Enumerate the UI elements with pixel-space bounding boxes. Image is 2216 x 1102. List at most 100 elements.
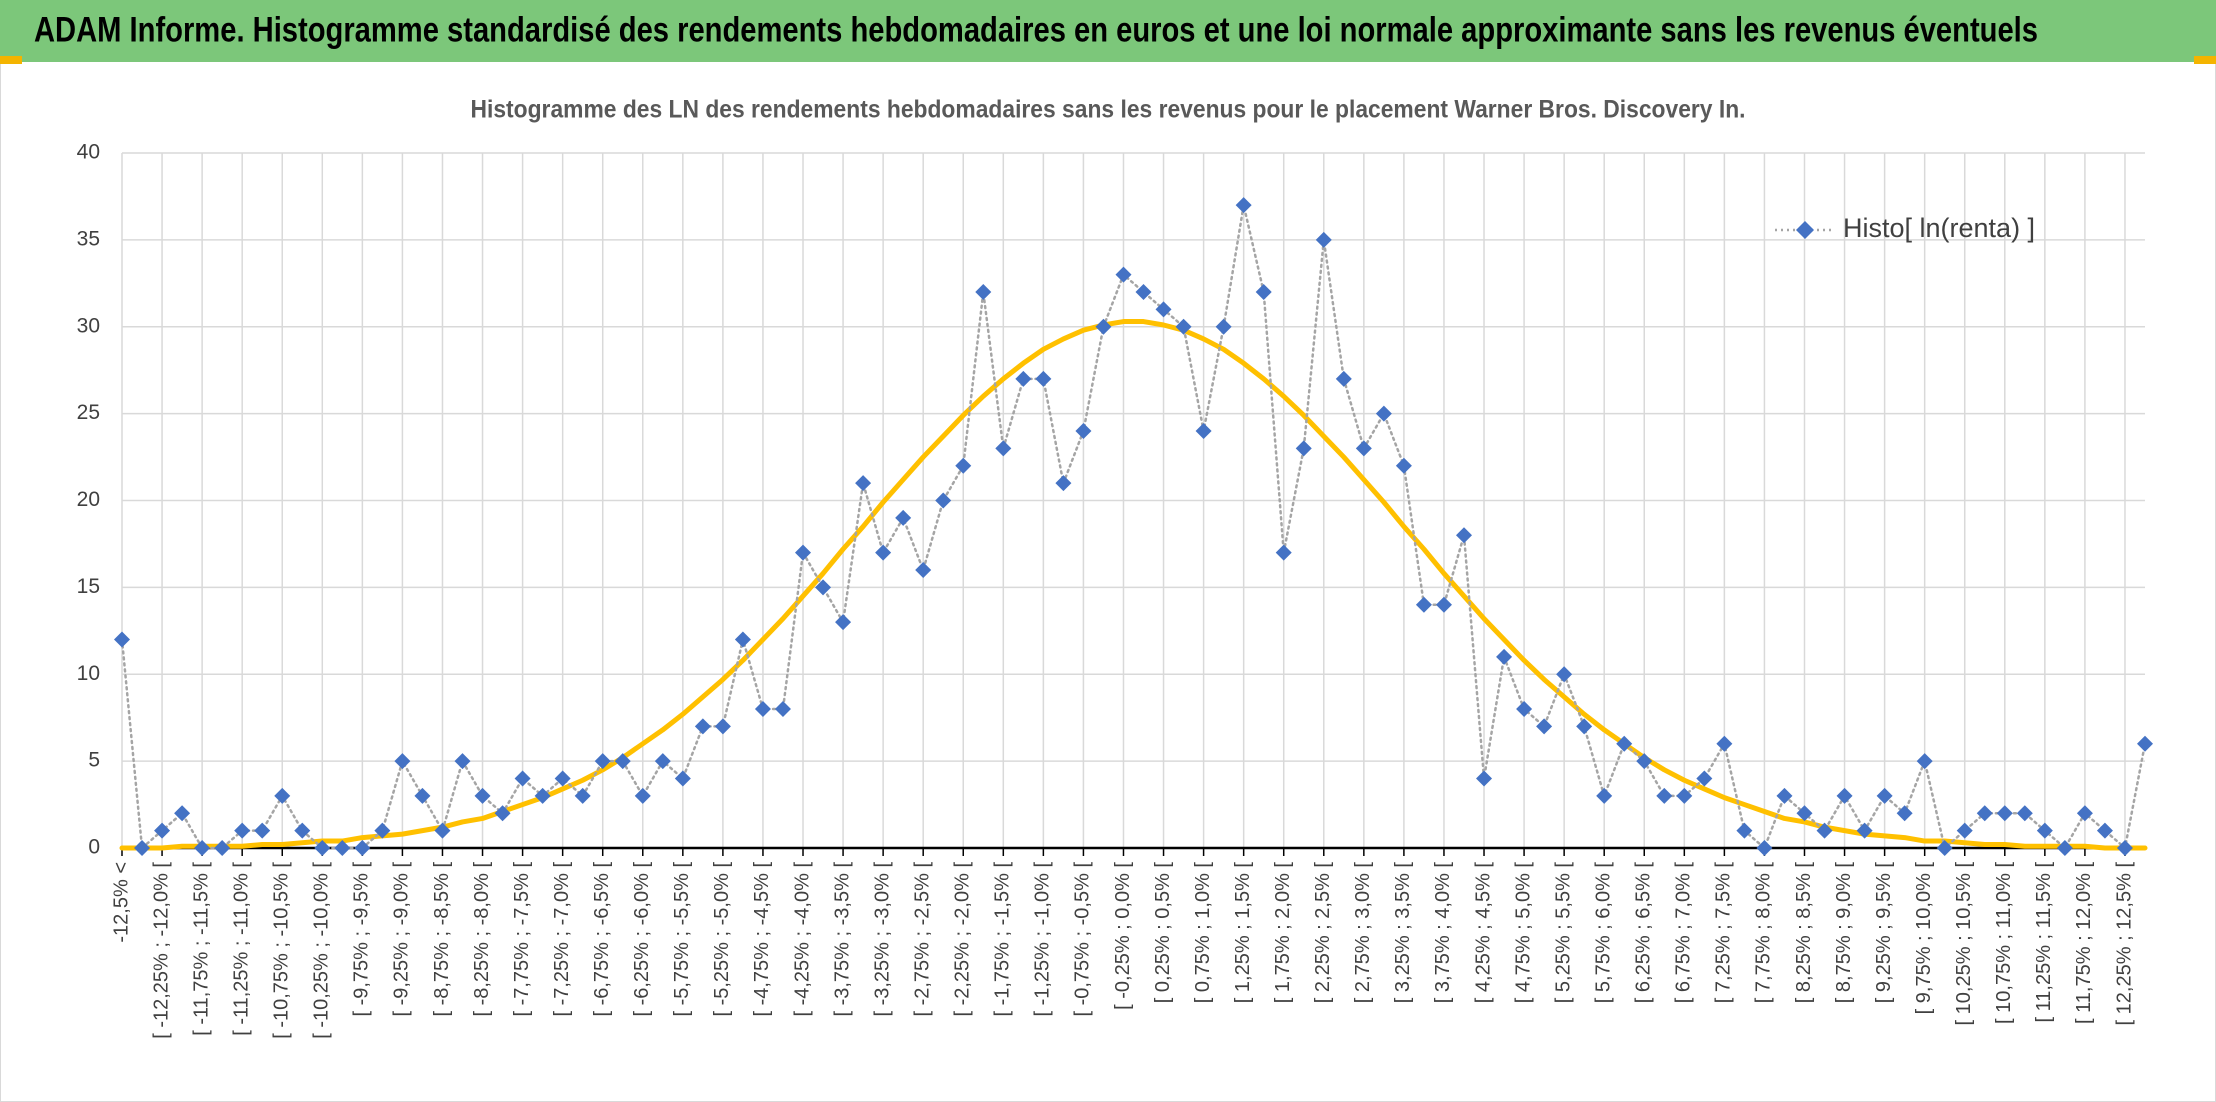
data-point [614, 753, 631, 770]
x-tick-label: [ -9,25% ; -9,0% [ [391, 862, 413, 1017]
data-point [1235, 197, 1252, 214]
y-tick-label: 30 [77, 314, 100, 337]
data-point [174, 805, 191, 822]
x-tick-label: [ 11,25% ; 11,5% [ [2033, 862, 2055, 1023]
data-point [1916, 753, 1933, 770]
data-point [915, 562, 932, 578]
data-point [1616, 735, 1633, 752]
x-tick-label: [ 7,25% ; 7,5% [ [1713, 862, 1735, 1004]
data-point [935, 492, 952, 509]
x-tick-label: [ -2,25% ; -2,0% [ [952, 862, 974, 1017]
x-tick-label: [ 11,75% ; 12,0% [ [2073, 862, 2095, 1024]
data-point [1335, 370, 1352, 387]
data-point [234, 822, 251, 839]
data-point [1395, 457, 1412, 474]
x-tick-label: [ 12,25% ; 12,5% [ [2113, 862, 2135, 1026]
data-point [474, 787, 491, 804]
x-tick-label: [ -11,75% ; -11,5% [ [190, 862, 212, 1036]
data-point [1996, 805, 2013, 822]
data-point [1776, 787, 1793, 804]
data-point [1896, 805, 1913, 822]
data-point [1015, 370, 1032, 387]
x-tick-label: [ -8,25% ; -8,0% [ [471, 862, 493, 1017]
x-tick-label: [ 7,75% ; 8,0% [ [1753, 862, 1775, 1004]
data-point [895, 509, 912, 526]
data-point [1215, 318, 1232, 335]
data-point [754, 701, 771, 717]
x-tick-label: [ 4,25% ; 4,5% [ [1472, 862, 1494, 1004]
data-point [114, 631, 130, 648]
data-point [214, 840, 231, 856]
data-point [2016, 805, 2033, 822]
data-point [1656, 787, 1673, 804]
data-point [975, 284, 992, 300]
data-point [454, 753, 471, 770]
x-tick-label: [ 10,75% ; 11,0% [ [1993, 862, 2015, 1024]
y-tick-label: 20 [77, 488, 100, 511]
y-tick-label: 40 [77, 141, 100, 164]
x-tick-label: [ -4,25% ; -4,0% [ [791, 862, 813, 1017]
legend-marker [1796, 221, 1814, 239]
x-tick-label: [ -2,75% ; -2,5% [ [911, 862, 933, 1017]
data-point [394, 753, 411, 770]
data-point [795, 544, 812, 561]
data-point [1455, 527, 1472, 544]
x-tick-label: [ -9,75% ; -9,5% [ [351, 862, 373, 1017]
data-point [995, 440, 1012, 457]
data-point [1936, 840, 1953, 856]
data-point [1556, 666, 1573, 683]
x-tick-label: [ -1,25% ; -1,0% [ [1032, 862, 1054, 1017]
y-tick-label: 10 [77, 662, 100, 685]
x-tick-label: [ -6,25% ; -6,0% [ [631, 862, 653, 1017]
data-point [694, 718, 711, 735]
data-point [1075, 423, 1092, 439]
data-point [1536, 718, 1553, 735]
data-point [1035, 370, 1052, 387]
data-point [2137, 735, 2153, 752]
data-point [1636, 753, 1653, 770]
data-point [1576, 718, 1593, 735]
data-point [2096, 822, 2113, 839]
data-point [855, 475, 872, 492]
data-point [714, 718, 731, 735]
data-point [1716, 735, 1733, 752]
x-tick-label: [ 4,75% ; 5,0% [ [1512, 862, 1534, 1004]
x-tick-label: [ 1,25% ; 1,5% [ [1232, 862, 1254, 1004]
x-tick-label: [ -8,75% ; -8,5% [ [431, 862, 453, 1017]
x-tick-label: [ -0,75% ; -0,5% [ [1072, 862, 1094, 1017]
data-point [574, 787, 591, 804]
data-point [2116, 840, 2133, 856]
data-point [1155, 301, 1172, 318]
data-point [1175, 318, 1192, 335]
x-tick-label: [ -11,25% ; -11,0% [ [230, 862, 252, 1036]
data-point [1516, 701, 1533, 717]
data-point [1736, 822, 1753, 839]
data-point [2076, 805, 2093, 822]
header-title: ADAM Informe. Histogramme standardisé de… [34, 10, 2038, 49]
x-tick-label: [ -5,75% ; -5,5% [ [671, 862, 693, 1017]
data-point [434, 822, 451, 839]
data-point [334, 840, 351, 856]
x-tick-label: [ 6,75% ; 7,0% [ [1673, 862, 1695, 1004]
x-tick-label: [ 9,75% ; 10,0% [ [1913, 862, 1935, 1015]
data-point [254, 822, 271, 839]
x-tick-label: [ 0,25% ; 0,5% [ [1152, 862, 1174, 1004]
x-tick-label: [ -3,25% ; -3,0% [ [871, 862, 893, 1017]
data-point [1976, 805, 1993, 822]
x-tick-label: [ -7,75% ; -7,5% [ [511, 862, 533, 1017]
data-point [554, 770, 571, 787]
data-point [1596, 787, 1613, 804]
x-tick-label: [ -5,25% ; -5,0% [ [711, 862, 733, 1017]
x-tick-label: [ 2,25% ; 2,5% [ [1312, 862, 1334, 1004]
data-point [1676, 787, 1693, 804]
x-tick-label: [ -10,75% ; -10,5% [ [271, 862, 293, 1039]
data-point [514, 770, 531, 787]
x-tick-label: [ 5,25% ; 5,5% [ [1552, 862, 1574, 1004]
plot-area: 0 5 10 15 20 25 30 35 40 -12,5% < [ -12,25% ; -12,… [77, 141, 2153, 1039]
x-tick-label: [ 5,75% ; 6,0% [ [1592, 862, 1614, 1004]
x-tick-label: [ 6,25% ; 6,5% [ [1633, 862, 1655, 1004]
data-point [1115, 266, 1132, 283]
data-point [1496, 648, 1513, 665]
x-tick-label: [ 2,75% ; 3,0% [ [1352, 862, 1374, 1004]
x-tick-label: [ 3,25% ; 3,5% [ [1392, 862, 1414, 1004]
